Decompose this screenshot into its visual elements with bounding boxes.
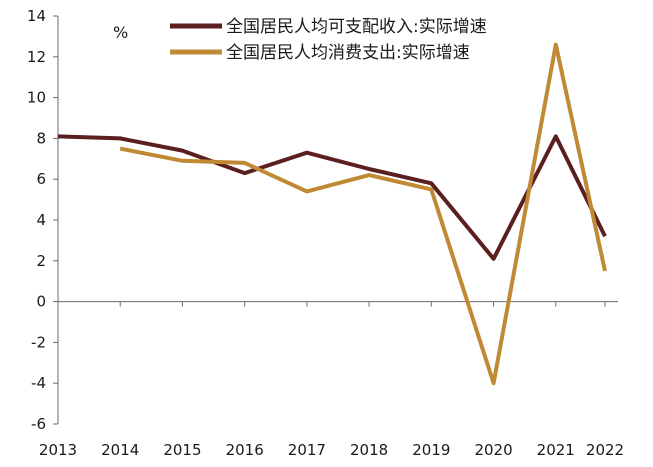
x-tick-label: 2021 [537, 441, 575, 459]
x-tick-label: 2019 [412, 441, 450, 459]
x-tick-label: 2018 [350, 441, 388, 459]
x-tick-label: 2022 [586, 441, 624, 459]
legend-label-2: 全国居民人均消费支出:实际增速 [226, 43, 470, 63]
y-tick-label: 6 [36, 170, 46, 188]
y-axis-unit-label: % [113, 23, 128, 42]
y-tick-label: 14 [27, 7, 46, 25]
x-tick-label: 2017 [288, 441, 326, 459]
series-lines [57, 42, 607, 386]
x-tick-label: 2016 [226, 441, 264, 459]
y-tick-label: 4 [36, 211, 46, 229]
axes [57, 16, 618, 424]
y-tick-label: 0 [36, 293, 46, 311]
x-tick-label: 2015 [163, 441, 201, 459]
y-tick-label: 2 [36, 252, 46, 270]
series-line-1 [57, 134, 607, 261]
y-axis-ticks: 14 12 10 8 6 4 2 0 -2 -4 -6 [27, 7, 58, 433]
y-tick-label: 12 [27, 48, 46, 66]
x-axis-ticks: 2013 2014 2015 2016 2017 2018 2019 2020 2021 2022 [39, 301, 624, 459]
y-tick-label: 8 [36, 129, 46, 147]
y-tick-label: -2 [31, 333, 46, 351]
x-tick-label: 2014 [101, 441, 139, 459]
y-tick-label: 10 [27, 89, 46, 107]
legend-label-1: 全国居民人均可支配收入:实际增速 [226, 17, 487, 37]
y-tick-label: -6 [31, 415, 46, 433]
y-tick-label: -4 [31, 374, 46, 392]
x-tick-label: 2013 [39, 441, 77, 459]
x-tick-label: 2020 [474, 441, 512, 459]
series-line-2 [119, 42, 607, 386]
